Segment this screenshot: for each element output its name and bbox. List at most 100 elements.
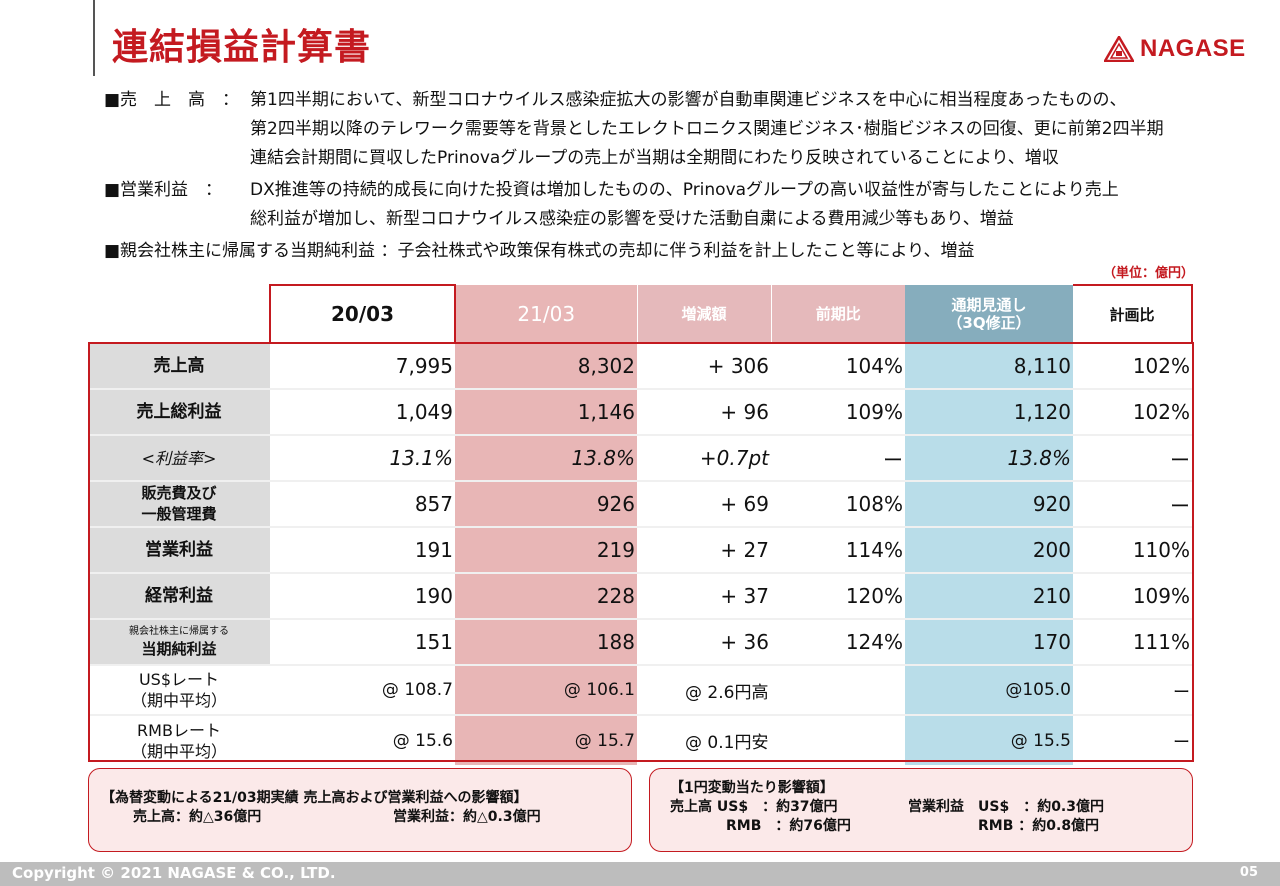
row-label-line1: RMBレート bbox=[137, 720, 221, 740]
cell-forecast: @ 15.5 bbox=[905, 714, 1073, 765]
row-label: 売上総利益 bbox=[88, 388, 270, 435]
cell-2003: 191 bbox=[270, 526, 455, 573]
cell-forecast: 200 bbox=[905, 526, 1073, 573]
table-row: 売上総利益 1,049 1,146 + 96 109% 1,120 102% bbox=[88, 388, 1192, 435]
table-row: 親会社株主に帰属する 当期純利益 151 188 + 36 124% 170 1… bbox=[88, 618, 1192, 665]
cell-diff: + 37 bbox=[637, 572, 771, 619]
row-label-line1: 親会社株主に帰属する bbox=[129, 625, 229, 637]
cell-2103: 188 bbox=[455, 618, 637, 665]
sens-note-op-usd: 営業利益 US$ ：約0.3億円 bbox=[908, 799, 1104, 815]
row-label: 親会社株主に帰属する 当期純利益 bbox=[88, 618, 270, 665]
cell-forecast: 1,120 bbox=[905, 388, 1073, 435]
summary-sales-line: 第2四半期以降のテレワーク需要等を背景としたエレクトロニクス関連ビジネス･樹脂ビ… bbox=[250, 119, 1164, 139]
cell-ratio: 114% bbox=[771, 526, 905, 573]
cell-2103: 13.8% bbox=[455, 434, 637, 481]
cell-diff: + 27 bbox=[637, 526, 771, 573]
cell-2103: @ 106.1 bbox=[455, 664, 637, 715]
summary-sales-line: 連結会計期間に買収したPrinovaグループの売上が当期は全期間にわたり反映され… bbox=[250, 148, 1059, 168]
col-header-forecast: 通期見通し （3Q修正） bbox=[905, 285, 1073, 343]
row-label-line2: 当期純利益 bbox=[141, 639, 217, 658]
cell-2003: 1,049 bbox=[270, 388, 455, 435]
col-header-2103: 21/03 bbox=[455, 285, 637, 343]
cell-forecast: @105.0 bbox=[905, 664, 1073, 715]
title-divider bbox=[93, 0, 95, 76]
col-header-plan-ratio: 計画比 bbox=[1073, 284, 1193, 343]
cell-2103: 1,146 bbox=[455, 388, 637, 435]
summary-op-line: DX推進等の持続的成長に向けた投資は増加したものの、Prinovaグループの高い… bbox=[250, 180, 1119, 200]
sens-note-sales-rmb: RMB ：約76億円 bbox=[726, 818, 851, 834]
cell-diff: @ 2.6円高 bbox=[637, 664, 905, 715]
row-label-line1: US$レート bbox=[138, 670, 220, 689]
row-label-line2: （期中平均） bbox=[130, 691, 227, 710]
fx-note-values: 売上高：約△36億円 営業利益：約△0.3億円 bbox=[101, 808, 631, 827]
cell-2103: 219 bbox=[455, 526, 637, 573]
row-label: 経常利益 bbox=[88, 572, 270, 619]
sens-note-sales-usd: 売上高 US$ ：約37億円 bbox=[670, 799, 838, 815]
row-label-line2: 一般管理費 bbox=[141, 505, 217, 523]
cell-2003: 151 bbox=[270, 618, 455, 665]
cell-plan: 102% bbox=[1073, 342, 1192, 389]
cell-ratio: 109% bbox=[771, 388, 905, 435]
cell-2003: @ 108.7 bbox=[270, 664, 455, 715]
cell-plan: ー bbox=[1073, 434, 1192, 481]
row-label: 売上高 bbox=[88, 342, 270, 389]
summary-sales-label: ■売 上 高 ： bbox=[104, 90, 240, 110]
summary-section: ■売 上 高 ： 第1四半期において、新型コロナウイルス感染症拡大の影響が自動車… bbox=[104, 86, 1274, 266]
table-row: 売上高 7,995 8,302 + 306 104% 8,110 102% bbox=[88, 342, 1192, 389]
row-label: RMBレート （期中平均） bbox=[88, 714, 270, 765]
company-logo: NAGASE bbox=[1104, 35, 1246, 63]
cell-2103: 228 bbox=[455, 572, 637, 619]
cell-plan: 109% bbox=[1073, 572, 1192, 619]
header-blank bbox=[88, 285, 270, 343]
cell-forecast: 920 bbox=[905, 480, 1073, 527]
cell-2003: 7,995 bbox=[270, 342, 455, 389]
table-row: RMBレート （期中平均） @ 15.6 @ 15.7 @ 0.1円安 @ 15… bbox=[88, 714, 1192, 765]
cell-plan: ー bbox=[1073, 480, 1192, 527]
unit-label: （単位：億円） bbox=[1103, 266, 1195, 281]
row-label: US$レート （期中平均） bbox=[88, 664, 270, 715]
summary-sales-line: 第1四半期において、新型コロナウイルス感染症拡大の影響が自動車関連ビジネスを中心… bbox=[250, 90, 1127, 110]
cell-ratio: 124% bbox=[771, 618, 905, 665]
table-row: <利益率> 13.1% 13.8% +0.7pt ー 13.8% ー bbox=[88, 434, 1192, 481]
row-label-line1: 販売費及び bbox=[141, 484, 217, 502]
cell-2003: @ 15.6 bbox=[270, 714, 455, 765]
fx-note-sales: 売上高：約△36億円 bbox=[133, 809, 262, 825]
cell-diff: + 36 bbox=[637, 618, 771, 665]
fx-sensitivity-note: 【1円変動当たり影響額】 売上高 US$ ：約37億円 営業利益 US$ ：約0… bbox=[649, 768, 1193, 852]
cell-forecast: 8,110 bbox=[905, 342, 1073, 389]
cell-ratio: 108% bbox=[771, 480, 905, 527]
income-statement-table: 20/03 21/03 増減額 前期比 通期見通し （3Q修正） 計画比 売上高… bbox=[88, 284, 1193, 765]
fx-impact-note: 【為替変動による21/03期実績 売上高および営業利益への影響額】 売上高：約△… bbox=[88, 768, 632, 852]
table-row: 販売費及び 一般管理費 857 926 + 69 108% 920 ー bbox=[88, 480, 1192, 527]
copyright-text: Copyright © 2021 NAGASE & CO., LTD. bbox=[12, 864, 336, 882]
cell-ratio: 104% bbox=[771, 342, 905, 389]
cell-2103: 926 bbox=[455, 480, 637, 527]
fx-note-op: 営業利益：約△0.3億円 bbox=[393, 809, 541, 825]
row-label: <利益率> bbox=[88, 434, 270, 481]
forecast-header-line2: （3Q修正） bbox=[947, 313, 1031, 332]
sens-note-title: 【1円変動当たり影響額】 bbox=[670, 780, 834, 796]
sens-note-line: 売上高 US$ ：約37億円 営業利益 US$ ：約0.3億円 bbox=[670, 798, 1192, 817]
cell-ratio: ー bbox=[771, 434, 905, 481]
col-header-2003: 20/03 bbox=[269, 284, 456, 343]
cell-forecast: 210 bbox=[905, 572, 1073, 619]
table-row: US$レート （期中平均） @ 108.7 @ 106.1 @ 2.6円高 @1… bbox=[88, 664, 1192, 715]
sens-note-op-rmb: RMB ：約0.8億円 bbox=[978, 818, 1100, 834]
row-label: 営業利益 bbox=[88, 526, 270, 573]
table-row: 営業利益 191 219 + 27 114% 200 110% bbox=[88, 526, 1192, 573]
forecast-header-line1: 通期見通し bbox=[951, 295, 1027, 314]
cell-plan: 110% bbox=[1073, 526, 1192, 573]
page-title: 連結損益計算書 bbox=[112, 27, 372, 68]
summary-op-income: ■営業利益 ： DX推進等の持続的成長に向けた投資は増加したものの、Prinov… bbox=[104, 176, 1274, 234]
cell-diff: @ 0.1円安 bbox=[637, 714, 905, 765]
table-header-row: 20/03 21/03 増減額 前期比 通期見通し （3Q修正） 計画比 bbox=[88, 284, 1193, 343]
cell-plan: 102% bbox=[1073, 388, 1192, 435]
page-number: 05 bbox=[1239, 865, 1258, 880]
cell-forecast: 170 bbox=[905, 618, 1073, 665]
cell-2003: 190 bbox=[270, 572, 455, 619]
nagase-mark-icon bbox=[1104, 36, 1134, 62]
cell-diff: +0.7pt bbox=[637, 434, 771, 481]
cell-diff: + 69 bbox=[637, 480, 771, 527]
logo-text: NAGASE bbox=[1140, 35, 1246, 62]
cell-plan: ー bbox=[1073, 714, 1192, 765]
